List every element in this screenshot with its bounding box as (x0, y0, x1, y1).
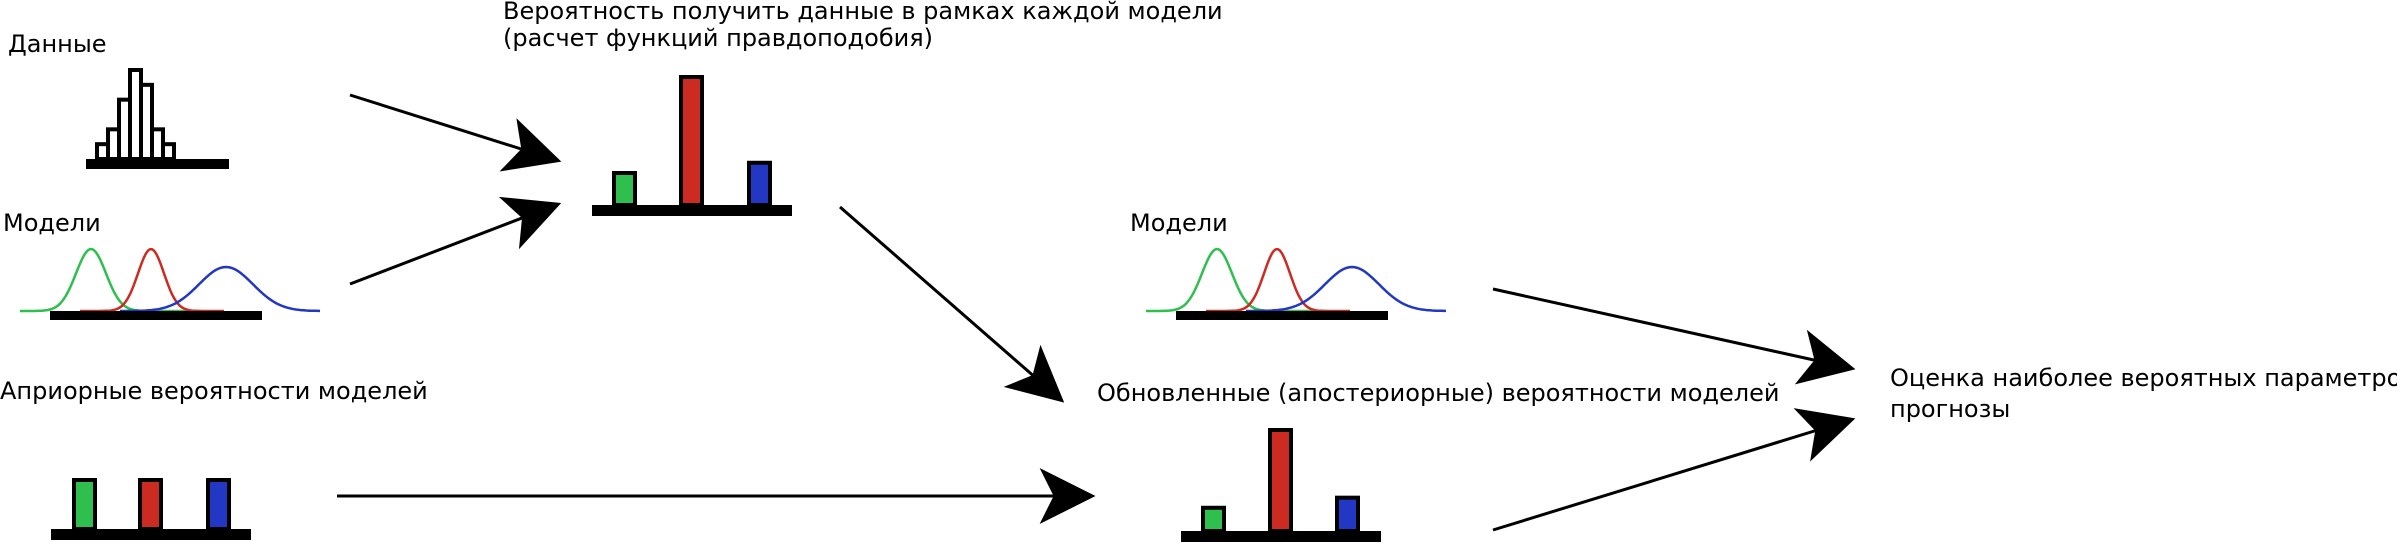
models-curves-left (20, 247, 320, 313)
prior-bar-blue (206, 478, 231, 531)
model-curve-blue (1246, 265, 1446, 313)
arrow-models-to-result (1492, 287, 1856, 385)
arrow-likelihood-to-posterior (839, 205, 1065, 403)
likelihood-bar-red (679, 75, 704, 207)
model-curve-red (80, 247, 224, 313)
models-right-baseline (1176, 311, 1388, 320)
posterior-bar-red (1268, 428, 1293, 533)
posterior-bar-chart (1201, 428, 1360, 534)
model-curve-green (20, 247, 194, 313)
models-label-right: Модели (1130, 209, 1228, 237)
histogram-bar (161, 142, 176, 162)
prior-bar-red (138, 478, 163, 531)
model-curve-red (1206, 247, 1350, 313)
result-label-line1: Оценка наиболее вероятных параметров, (1890, 364, 2397, 392)
prior-baseline (51, 529, 251, 540)
arrow-posterior-to-result (1492, 408, 1856, 532)
data-label: Данные (8, 30, 107, 58)
likelihood-baseline (592, 205, 792, 216)
prior-label: Априорные вероятности моделей (0, 377, 428, 405)
likelihood-bar-chart (612, 75, 772, 207)
models-left-baseline (50, 311, 262, 320)
likelihood-bar-green (612, 171, 637, 207)
likelihood-label-line2: (расчет функций правдоподобия) (503, 24, 934, 52)
model-curve-blue (120, 265, 320, 313)
arrow-data-to-likelihood (349, 93, 562, 172)
posterior-baseline (1181, 531, 1381, 542)
model-curve-green (1146, 247, 1320, 313)
models-label-left: Модели (3, 209, 101, 237)
likelihood-label-line1: Вероятность получить данные в рамках каж… (503, 0, 1223, 25)
posterior-label: Обновленные (апостериорные) вероятности … (1097, 379, 1780, 407)
histogram-baseline (86, 159, 229, 169)
arrow-models-to-likelihood (349, 196, 562, 286)
data-histogram (95, 68, 176, 162)
posterior-bar-blue (1335, 495, 1360, 534)
result-label-line2: прогнозы (1890, 395, 2011, 423)
posterior-bar-green (1201, 505, 1226, 533)
prior-bar-chart (72, 478, 231, 531)
likelihood-bar-blue (747, 160, 772, 207)
prior-bar-green (72, 478, 97, 531)
models-curves-right (1146, 247, 1446, 313)
